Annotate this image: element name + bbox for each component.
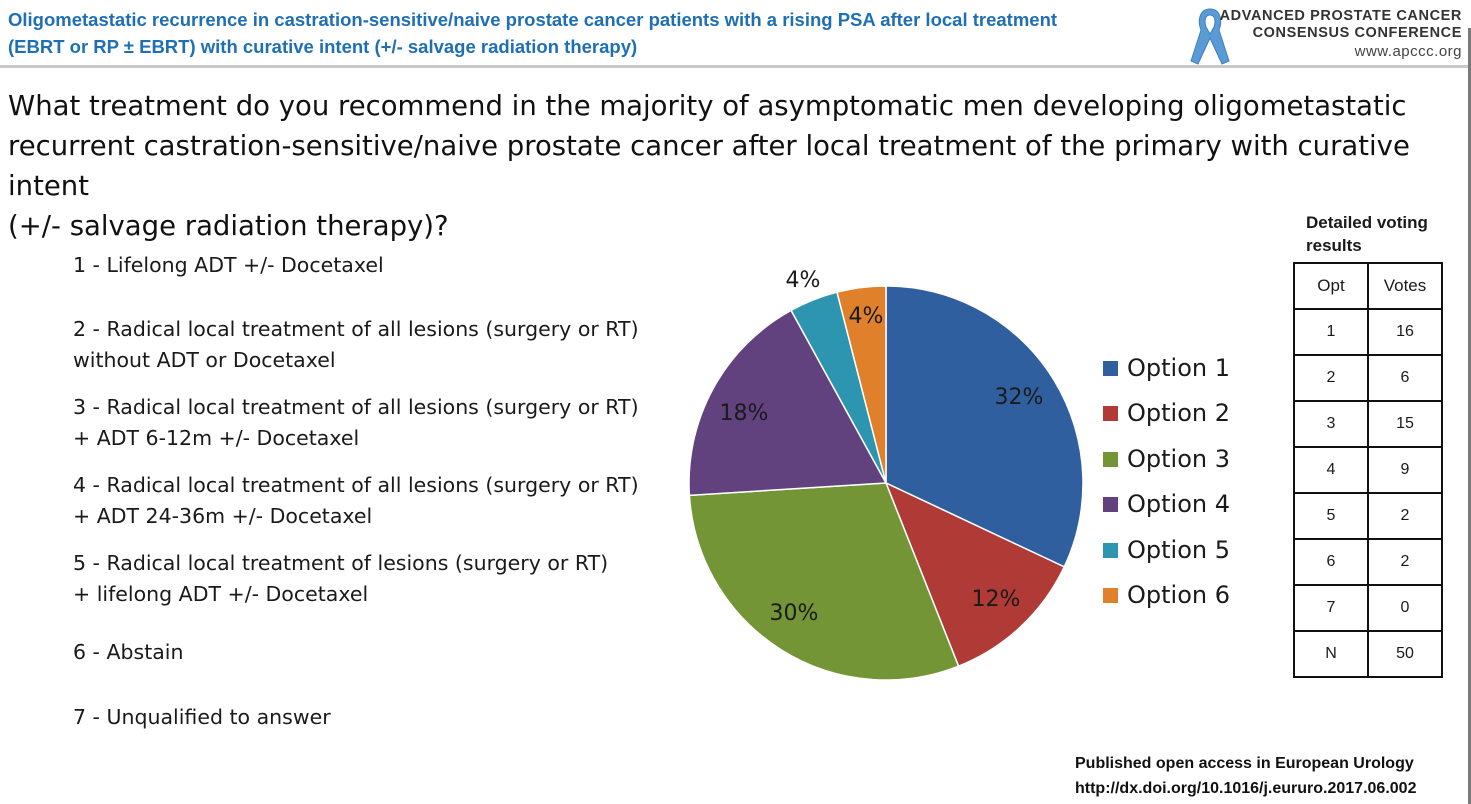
table-cell-votes: 2	[1367, 492, 1443, 540]
legend-item-option-6: Option 6	[1103, 578, 1230, 623]
pie-data-label-option-3: 30%	[770, 601, 819, 626]
table-cell-opt: 6	[1293, 538, 1369, 586]
answer-option-line: + ADT 24-36m +/- Docetaxel	[73, 504, 373, 528]
question-text: What treatment do you recommend in the m…	[8, 86, 1468, 246]
answer-option-line: without ADT or Docetaxel	[73, 348, 336, 372]
legend-item-option-4: Option 4	[1103, 487, 1230, 532]
table-row: 3 15	[1293, 400, 1443, 448]
awareness-ribbon-icon	[1190, 8, 1230, 65]
pie-data-label-option-2: 12%	[972, 587, 1021, 612]
legend-label: Option 6	[1127, 580, 1230, 609]
answer-option-line: 7 - Unqualified to answer	[73, 705, 331, 729]
table-cell-opt: 4	[1293, 446, 1369, 494]
legend-item-option-3: Option 3	[1103, 442, 1230, 487]
logo-url: www.apccc.org	[1354, 43, 1462, 60]
table-cell-opt: 5	[1293, 492, 1369, 540]
pie-slice-option-1	[885, 285, 1084, 568]
table-cell-votes: 2	[1367, 538, 1443, 586]
chart-legend: Option 1 Option 2 Option 3 Option 4 Opti…	[1103, 351, 1230, 623]
answer-option-line: 1 - Lifelong ADT +/- Docetaxel	[73, 253, 384, 277]
table-cell-opt: N	[1293, 630, 1369, 678]
pie-slice-option-5	[790, 291, 887, 484]
table-cell-opt: 1	[1293, 308, 1369, 356]
answer-option-line: 3 - Radical local treatment of all lesio…	[73, 395, 639, 419]
pie-data-label-option-1: 32%	[995, 385, 1044, 410]
pie-slice-option-2	[884, 481, 1066, 668]
answer-option-line: 5 - Radical local treatment of lesions (…	[73, 551, 609, 575]
answer-option-7: 7 - Unqualified to answer	[73, 702, 673, 733]
table-cell-votes: 16	[1367, 308, 1443, 356]
table-header-row: Opt Votes	[1293, 262, 1443, 310]
pie-data-label-option-5: 4%	[786, 268, 821, 293]
pie-slice-option-6	[836, 285, 887, 484]
column-header-votes: Votes	[1367, 262, 1443, 310]
legend-label: Option 3	[1127, 444, 1230, 473]
legend-item-option-1: Option 1	[1103, 351, 1230, 396]
apccc-logo: ADVANCED PROSTATE CANCER CONSENSUS CONFE…	[1188, 6, 1468, 66]
header-divider	[0, 65, 1471, 68]
table-cell-opt: 3	[1293, 400, 1369, 448]
answer-option-line: + lifelong ADT +/- Docetaxel	[73, 582, 369, 606]
legend-swatch	[1103, 406, 1118, 422]
header-title-line-1: Oligometastatic recurrence in castration…	[8, 9, 1058, 30]
legend-swatch	[1103, 587, 1118, 603]
answer-option-5: 5 - Radical local treatment of lesions (…	[73, 548, 673, 610]
table-cell-votes: 50	[1367, 630, 1443, 678]
legend-label: Option 1	[1127, 354, 1230, 382]
table-cell-votes: 0	[1367, 584, 1443, 632]
table-cell-votes: 15	[1367, 400, 1443, 448]
legend-label: Option 5	[1127, 535, 1230, 564]
legend-label: Option 4	[1127, 490, 1230, 519]
legend-swatch	[1103, 361, 1118, 376]
pie-data-label-option-4: 18%	[720, 401, 769, 426]
answer-option-line: + ADT 6-12m +/- Docetaxel	[73, 426, 360, 450]
logo-line-2: CONSENSUS CONFERENCE	[1252, 25, 1462, 41]
question-line-1: What treatment do you recommend in the m…	[8, 90, 1407, 122]
logo-line-1: ADVANCED PROSTATE CANCER	[1219, 8, 1462, 24]
table-row-total: N 50	[1293, 630, 1443, 678]
table-cell-opt: 7	[1293, 584, 1369, 632]
header-title: Oligometastatic recurrence in castration…	[8, 6, 1168, 60]
legend-swatch	[1103, 451, 1118, 467]
table-row: 1 16	[1293, 308, 1443, 356]
question-line-2: recurrent castration-sensitive/naive pro…	[8, 130, 1410, 202]
answer-option-line: 4 - Radical local treatment of all lesio…	[73, 473, 639, 497]
legend-item-option-5: Option 5	[1103, 533, 1230, 578]
answer-option-4: 4 - Radical local treatment of all lesio…	[73, 470, 673, 532]
voting-table-caption: Detailed voting results	[1306, 213, 1428, 255]
legend-swatch	[1103, 542, 1118, 558]
table-cell-votes: 9	[1367, 446, 1443, 494]
pie-data-label-option-6: 4%	[849, 304, 884, 329]
pie-slice-option-3	[688, 482, 960, 681]
logo-text: ADVANCED PROSTATE CANCER CONSENSUS CONFE…	[1220, 8, 1462, 62]
answer-option-6: 6 - Abstain	[73, 637, 673, 668]
answer-option-line: 6 - Abstain	[73, 640, 184, 664]
header-title-line-2: (EBRT or RP ± EBRT) with curative intent…	[8, 36, 638, 57]
legend-label: Option 2	[1127, 399, 1230, 428]
table-cell-votes: 6	[1367, 354, 1443, 402]
table-cell-opt: 2	[1293, 354, 1369, 402]
legend-swatch	[1103, 497, 1118, 513]
answer-option-2: 2 - Radical local treatment of all lesio…	[73, 314, 673, 376]
publication-footer: Published open access in European Urolog…	[1075, 751, 1416, 801]
question-line-3: (+/- salvage radiation therapy)?	[8, 210, 449, 242]
pie-slice-option-4	[688, 309, 888, 497]
publication-note: Published open access in European Urolog…	[1075, 755, 1414, 772]
answer-option-1: 1 - Lifelong ADT +/- Docetaxel	[73, 250, 673, 281]
answer-option-line: 2 - Radical local treatment of all lesio…	[73, 317, 639, 341]
slide-edge-bar	[1468, 28, 1471, 804]
publication-doi-link[interactable]: http://dx.doi.org/10.1016/j.eururo.2017.…	[1075, 780, 1417, 797]
column-header-opt: Opt	[1293, 262, 1369, 310]
answer-option-3: 3 - Radical local treatment of all lesio…	[73, 392, 673, 454]
legend-item-option-2: Option 2	[1103, 396, 1230, 441]
